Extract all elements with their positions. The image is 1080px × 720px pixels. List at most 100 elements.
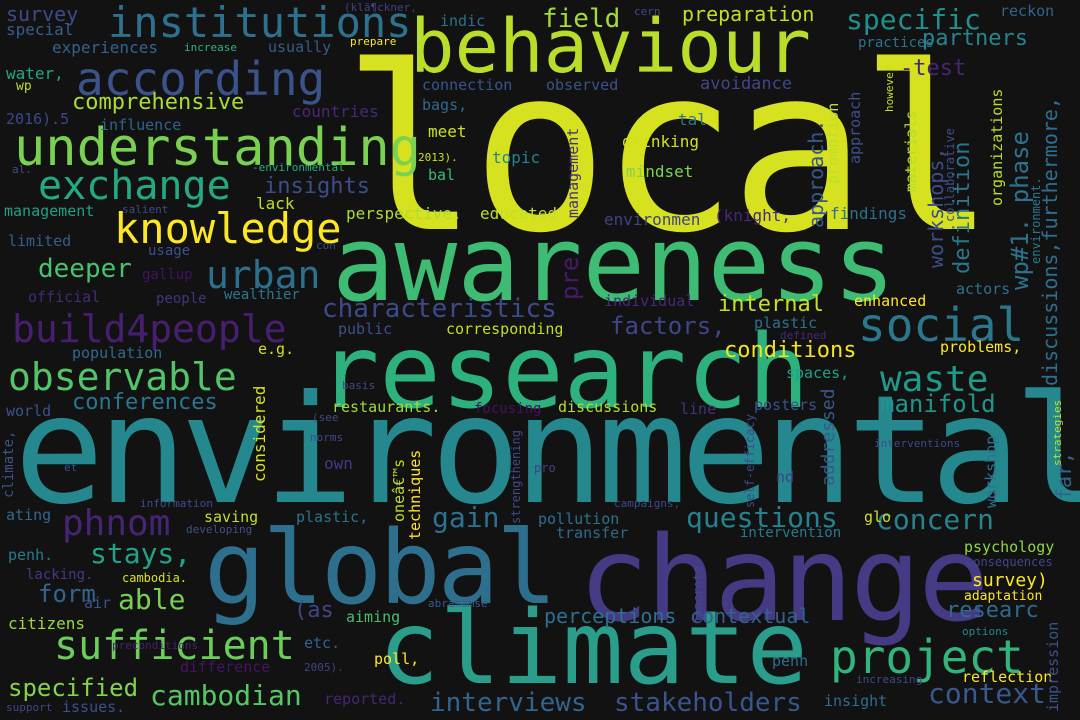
word-penh: penh	[772, 652, 809, 670]
word-spaces: spaces,	[786, 364, 850, 382]
word-change: change	[578, 510, 989, 648]
word-al: al.	[12, 163, 32, 176]
word-special: special	[6, 20, 74, 39]
word-as: (as	[294, 598, 334, 623]
word-exchange: exchange	[38, 163, 231, 209]
word-observed: observed	[546, 76, 619, 94]
word-findings: findings	[830, 204, 908, 223]
word-manifold: manifold	[880, 390, 996, 418]
word-air: air	[84, 594, 112, 612]
word-psychology: psychology	[964, 538, 1055, 556]
word-influence: influence	[100, 116, 182, 134]
word-increasing: increasing	[856, 673, 923, 686]
word-usage: usage	[148, 243, 191, 259]
word-promotion: promotion	[824, 102, 842, 184]
word-focusing: focusing	[474, 401, 542, 417]
word-issues: issues.	[62, 698, 126, 716]
word-water: water,	[6, 64, 64, 83]
word-wealthier: wealthier	[224, 287, 300, 303]
word-specified: specified	[8, 674, 139, 702]
word-perceptions: perceptions	[544, 604, 677, 628]
word-nd: nd	[776, 468, 795, 486]
word-partners: partners	[922, 26, 1028, 51]
word-increase: increase	[184, 41, 237, 54]
word-approach-dot: approach.	[804, 119, 828, 228]
word-defined: defined	[780, 329, 827, 342]
word-collaborative: collaborative	[943, 128, 957, 222]
word-understanding: understanding	[14, 118, 421, 178]
word-ones: oneâ€™s	[390, 458, 408, 522]
word-internal: internal	[718, 292, 824, 317]
word-consequences: consequences	[966, 555, 1053, 569]
word-preconditions: preconditions	[112, 639, 199, 652]
word-transfer: transfer	[556, 524, 629, 542]
word-cambodia: cambodia.	[122, 571, 188, 585]
word-organizations: organizations	[988, 88, 1006, 206]
word-official: official	[28, 288, 101, 306]
word-field: field	[542, 4, 621, 34]
word-urban: urban	[206, 253, 321, 297]
word-impression: impression	[1044, 621, 1062, 712]
word-ating: ating	[6, 506, 52, 524]
word-environmental-dash: -environmental	[252, 161, 345, 174]
word-campaigns: campaigns,	[614, 497, 681, 510]
word-world: world	[6, 402, 52, 420]
word-problems: problems,	[940, 338, 1022, 356]
word-2013: 2013).	[418, 151, 458, 164]
word-survey: survey	[6, 2, 79, 26]
word-pre: pre	[556, 256, 584, 300]
word-pro: pro	[534, 461, 556, 475]
word-reckon: reckon	[1000, 2, 1055, 20]
word-tal: tal	[678, 110, 707, 129]
word-support: support	[6, 701, 53, 714]
word-salient: salient	[122, 203, 169, 216]
word-lacking: lacking.	[26, 567, 94, 583]
word-options: options	[962, 625, 1009, 638]
word-connection: connection	[422, 76, 513, 94]
word-aiming: aiming	[346, 608, 401, 626]
word-penh-dot: penh.	[8, 546, 54, 564]
word-norms: norms	[310, 431, 344, 444]
word-materials: materials	[902, 110, 920, 192]
word-pollution: pollution	[538, 510, 620, 528]
word-research: research	[318, 313, 810, 432]
word-reported: reported.	[324, 690, 406, 708]
word-citizens: citizens	[8, 614, 86, 633]
word-concern: concern	[876, 503, 995, 536]
word-characteristics: characteristics	[322, 294, 557, 324]
word-comprehensive: comprehensive	[72, 90, 245, 115]
word-2016: 2016).5	[6, 110, 70, 128]
word-contextual: contextual	[690, 604, 811, 628]
word-self-efficacy: self-efficacy	[743, 414, 757, 508]
word-factors: factors,	[610, 312, 726, 340]
word-con: con	[316, 239, 336, 252]
word-plastic-comma: plastic,	[296, 508, 369, 526]
word-project: project	[830, 630, 1024, 684]
word-saving: saving	[204, 508, 259, 526]
word-glo: glo	[864, 508, 892, 526]
word-experiences: experiences	[52, 38, 158, 57]
word-stays: stays,	[90, 537, 192, 570]
word-insights: insights	[264, 174, 370, 199]
word-environmen: environmen	[604, 210, 701, 229]
word-restaurants: restaurants.	[332, 398, 441, 416]
word-able: able	[118, 583, 186, 616]
word-discussions-furthermore: discussions,furthermore,	[1038, 97, 1062, 386]
word-practices: practices	[858, 35, 934, 51]
word-bal: bal	[428, 166, 456, 184]
word-approach: approach	[846, 91, 864, 164]
word-developing: developing	[186, 523, 253, 536]
word-posters: posters	[754, 396, 818, 414]
word-institutions: institutions	[108, 0, 412, 47]
word-mindset: mindset	[626, 162, 694, 181]
word-population: population	[72, 344, 163, 362]
word-people: people	[156, 291, 207, 307]
word-build4people: build4people	[12, 307, 287, 351]
word-however: however	[883, 65, 896, 112]
word-et: et	[64, 461, 78, 474]
word-form: form	[38, 580, 96, 608]
word-local: local	[342, 17, 996, 283]
word-stakeholders: stakeholders	[614, 688, 802, 718]
word-interviews: interviews	[430, 688, 587, 718]
